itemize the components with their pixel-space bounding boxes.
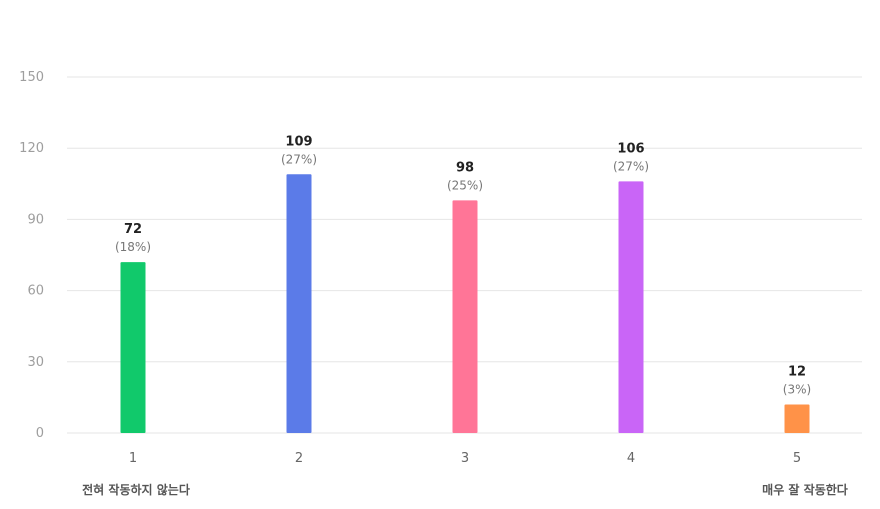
percent-label: (3%) [783, 383, 811, 397]
value-label: 109 [285, 134, 312, 149]
x-tick-label: 5 [793, 451, 801, 466]
x-tick-label: 2 [295, 451, 303, 466]
scale-high-label: 매우 잘 작동한다 [762, 482, 848, 497]
bar-3 [452, 200, 478, 433]
y-tick-label: 0 [36, 426, 44, 441]
y-tick-label: 90 [27, 212, 44, 227]
x-axis-ticks: 1 2 3 4 5 [129, 451, 801, 466]
percent-label: (27%) [613, 159, 649, 173]
x-tick-label: 4 [627, 451, 635, 466]
bar-2 [286, 174, 312, 433]
x-tick-label: 3 [461, 451, 469, 466]
percent-label: (25%) [447, 178, 483, 192]
percent-label: (27%) [281, 152, 317, 166]
x-tick-label: 1 [129, 451, 137, 466]
percent-label: (18%) [115, 240, 151, 254]
data-labels: 72 (18%) 109 (27%) 98 (25%) 106 (27%) 12 (3%) [115, 134, 811, 396]
y-tick-label: 60 [27, 284, 44, 299]
y-tick-label: 30 [27, 355, 44, 370]
y-tick-label: 150 [19, 70, 44, 85]
y-axis-ticks: 0 30 60 90 120 150 [19, 70, 44, 441]
bar-1 [120, 262, 146, 433]
bar-5 [784, 404, 810, 433]
value-label: 72 [124, 222, 142, 237]
y-tick-label: 120 [19, 141, 44, 156]
scale-low-label: 전혀 작동하지 않는다 [82, 482, 190, 497]
value-label: 106 [617, 141, 644, 156]
value-label: 98 [456, 160, 474, 175]
bars [120, 174, 810, 433]
value-label: 12 [788, 365, 806, 380]
bar-4 [618, 181, 644, 433]
